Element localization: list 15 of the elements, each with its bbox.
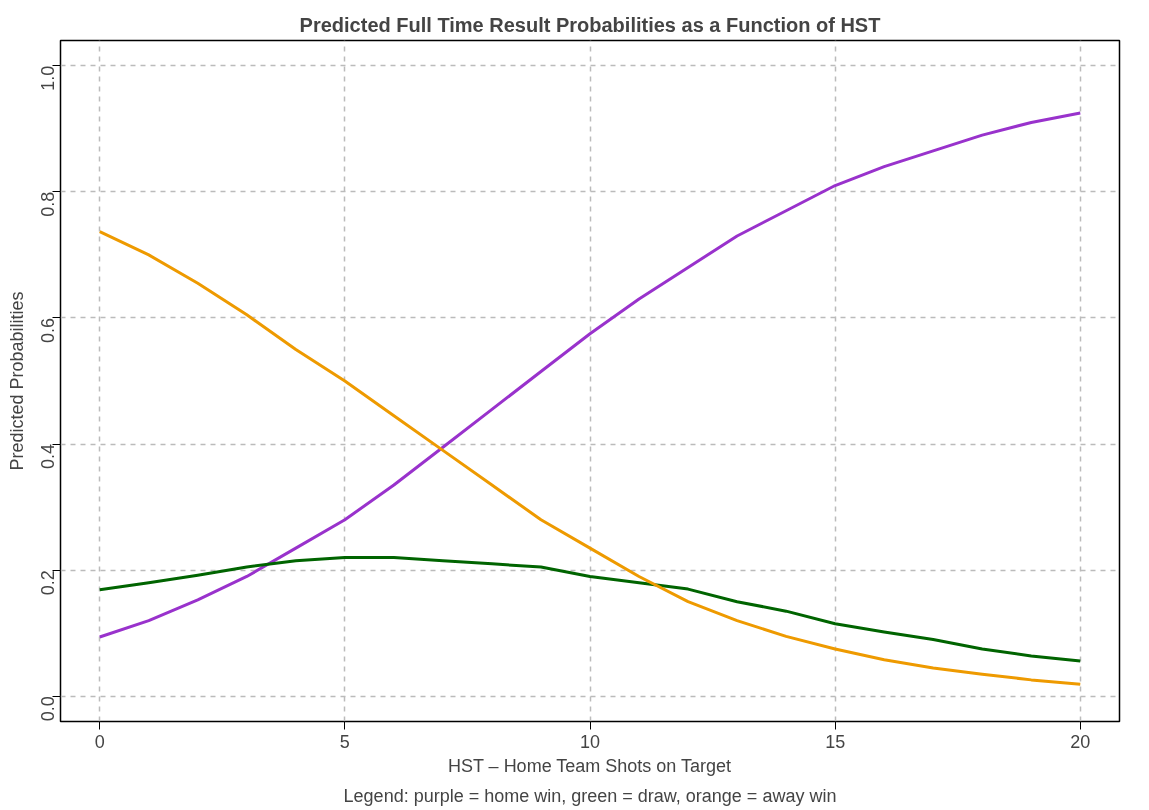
y-tick-label: 0.4 [38,444,58,470]
text: Legend: purple = home win, green = draw, orange = away win [343,785,837,806]
x-tick-label: 0 [94,731,105,752]
x-tick-label: 15 [825,731,846,752]
x-axis-title: HST – Home Team Shots on Target [447,755,732,776]
x-tick-label: 20 [1070,731,1091,752]
chart-title: Predicted Full Time Result Probabilities as a Function of HST [299,13,881,36]
x-tick-label: 10 [579,731,601,752]
y-tick-label: 1.0 [38,65,58,91]
x-tick-label: 5 [339,731,350,752]
y-tick-label: 0.0 [38,696,58,722]
y-tick-label: 0.2 [38,570,58,596]
y-tick-label: 0.6 [38,317,58,343]
y-axis-title: Predicted Probabilities [6,291,27,471]
y-tick-label: 0.8 [38,191,58,217]
